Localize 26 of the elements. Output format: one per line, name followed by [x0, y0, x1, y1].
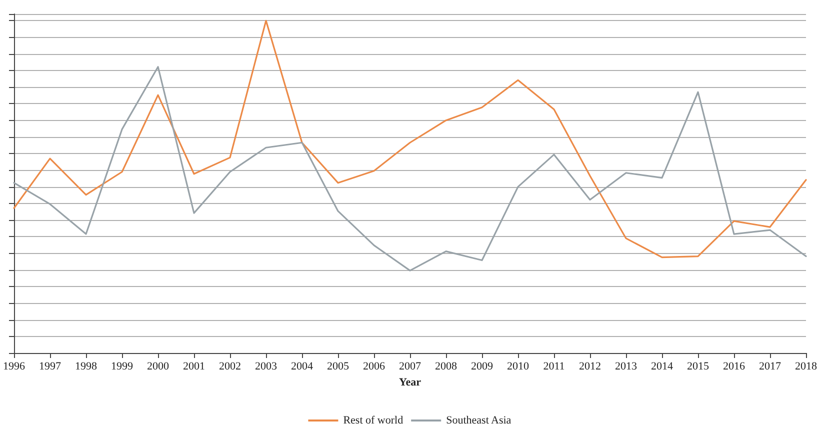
x-tick-label: 1999	[111, 360, 134, 372]
x-tick-label: 2016	[723, 360, 746, 372]
x-tick-label: 2012	[579, 360, 601, 372]
x-tick-label: 2015	[687, 360, 710, 372]
x-tick-label: 2006	[363, 360, 386, 372]
x-tick-label: 2001	[183, 360, 205, 372]
x-tick-label: 2013	[615, 360, 638, 372]
x-tick-label: 2014	[651, 360, 674, 372]
x-tick-label: 2007	[399, 360, 422, 372]
x-tick-label: 2000	[147, 360, 170, 372]
x-tick-label: 2018	[795, 360, 818, 372]
x-tick-label: 2011	[543, 360, 565, 372]
x-tick-label: 2010	[507, 360, 530, 372]
x-tick-label: 1997	[39, 360, 62, 372]
x-tick-label: 2009	[471, 360, 494, 372]
x-tick-label: 2005	[327, 360, 350, 372]
legend-label: Southeast Asia	[446, 414, 512, 426]
x-tick-label: 2008	[435, 360, 458, 372]
x-tick-label: 2003	[255, 360, 278, 372]
x-tick-label: 2017	[759, 360, 782, 372]
x-axis-title: Year	[399, 376, 422, 388]
x-tick-label: 2002	[219, 360, 241, 372]
legend-label: Rest of world	[343, 414, 404, 426]
x-tick-label: 1996	[3, 360, 26, 372]
x-tick-label: 1998	[75, 360, 98, 372]
x-tick-label: 2004	[291, 360, 314, 372]
